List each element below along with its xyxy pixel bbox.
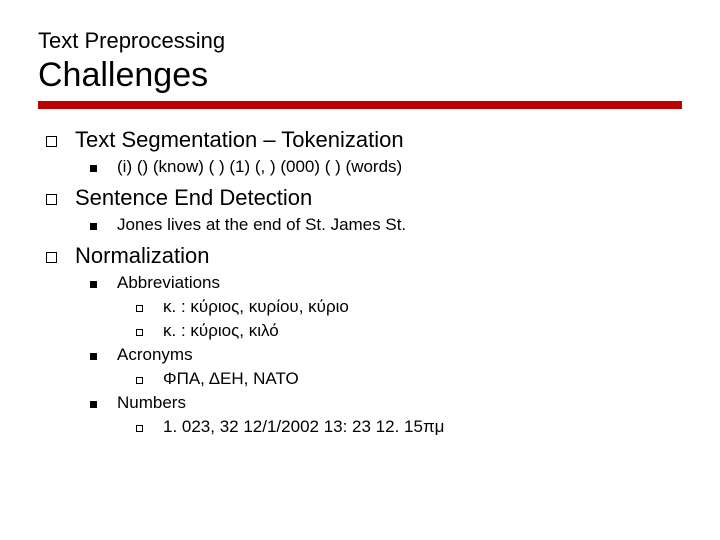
list-label: (i) () (know) ( ) (1) (, ) (000) ( ) (wo… [117,157,402,177]
square-solid-icon [90,353,97,360]
slide-pretitle: Text Preprocessing [38,28,682,54]
list-item: Jones lives at the end of St. James St. [90,215,682,235]
square-open-icon [46,136,57,147]
list-item: Normalization [46,243,682,269]
square-open-icon [46,194,57,205]
list-label: Jones lives at the end of St. James St. [117,215,406,235]
list-item: Numbers [90,393,682,413]
list-label: Normalization [75,243,210,269]
list-label: 1. 023, 32 12/1/2002 13: 23 12. 15πμ [163,417,444,437]
list-label: κ. : κύριος, κυρίου, κύριο [163,297,349,317]
list-label: Numbers [117,393,186,413]
list-label: Abbreviations [117,273,220,293]
list-item: 1. 023, 32 12/1/2002 13: 23 12. 15πμ [136,417,682,437]
list-item: κ. : κύριος, κυρίου, κύριο [136,297,682,317]
slide-content: Text Segmentation – Tokenization (i) () … [38,127,682,437]
square-solid-icon [90,223,97,230]
list-item: κ. : κύριος, κιλό [136,321,682,341]
slide-title: Challenges [38,56,682,95]
list-item: Sentence End Detection [46,185,682,211]
square-open-icon [46,252,57,263]
list-item: Acronyms [90,345,682,365]
square-open-icon [136,425,143,432]
list-label: Acronyms [117,345,193,365]
list-item: Abbreviations [90,273,682,293]
list-item: ΦΠΑ, ΔΕΗ, ΝΑΤΟ [136,369,682,389]
square-open-icon [136,377,143,384]
list-label: Text Segmentation – Tokenization [75,127,404,153]
list-item: Text Segmentation – Tokenization [46,127,682,153]
title-underline [38,101,682,109]
square-open-icon [136,305,143,312]
list-label: ΦΠΑ, ΔΕΗ, ΝΑΤΟ [163,369,299,389]
square-solid-icon [90,165,97,172]
square-open-icon [136,329,143,336]
square-solid-icon [90,401,97,408]
list-label: κ. : κύριος, κιλό [163,321,279,341]
list-label: Sentence End Detection [75,185,312,211]
square-solid-icon [90,281,97,288]
list-item: (i) () (know) ( ) (1) (, ) (000) ( ) (wo… [90,157,682,177]
